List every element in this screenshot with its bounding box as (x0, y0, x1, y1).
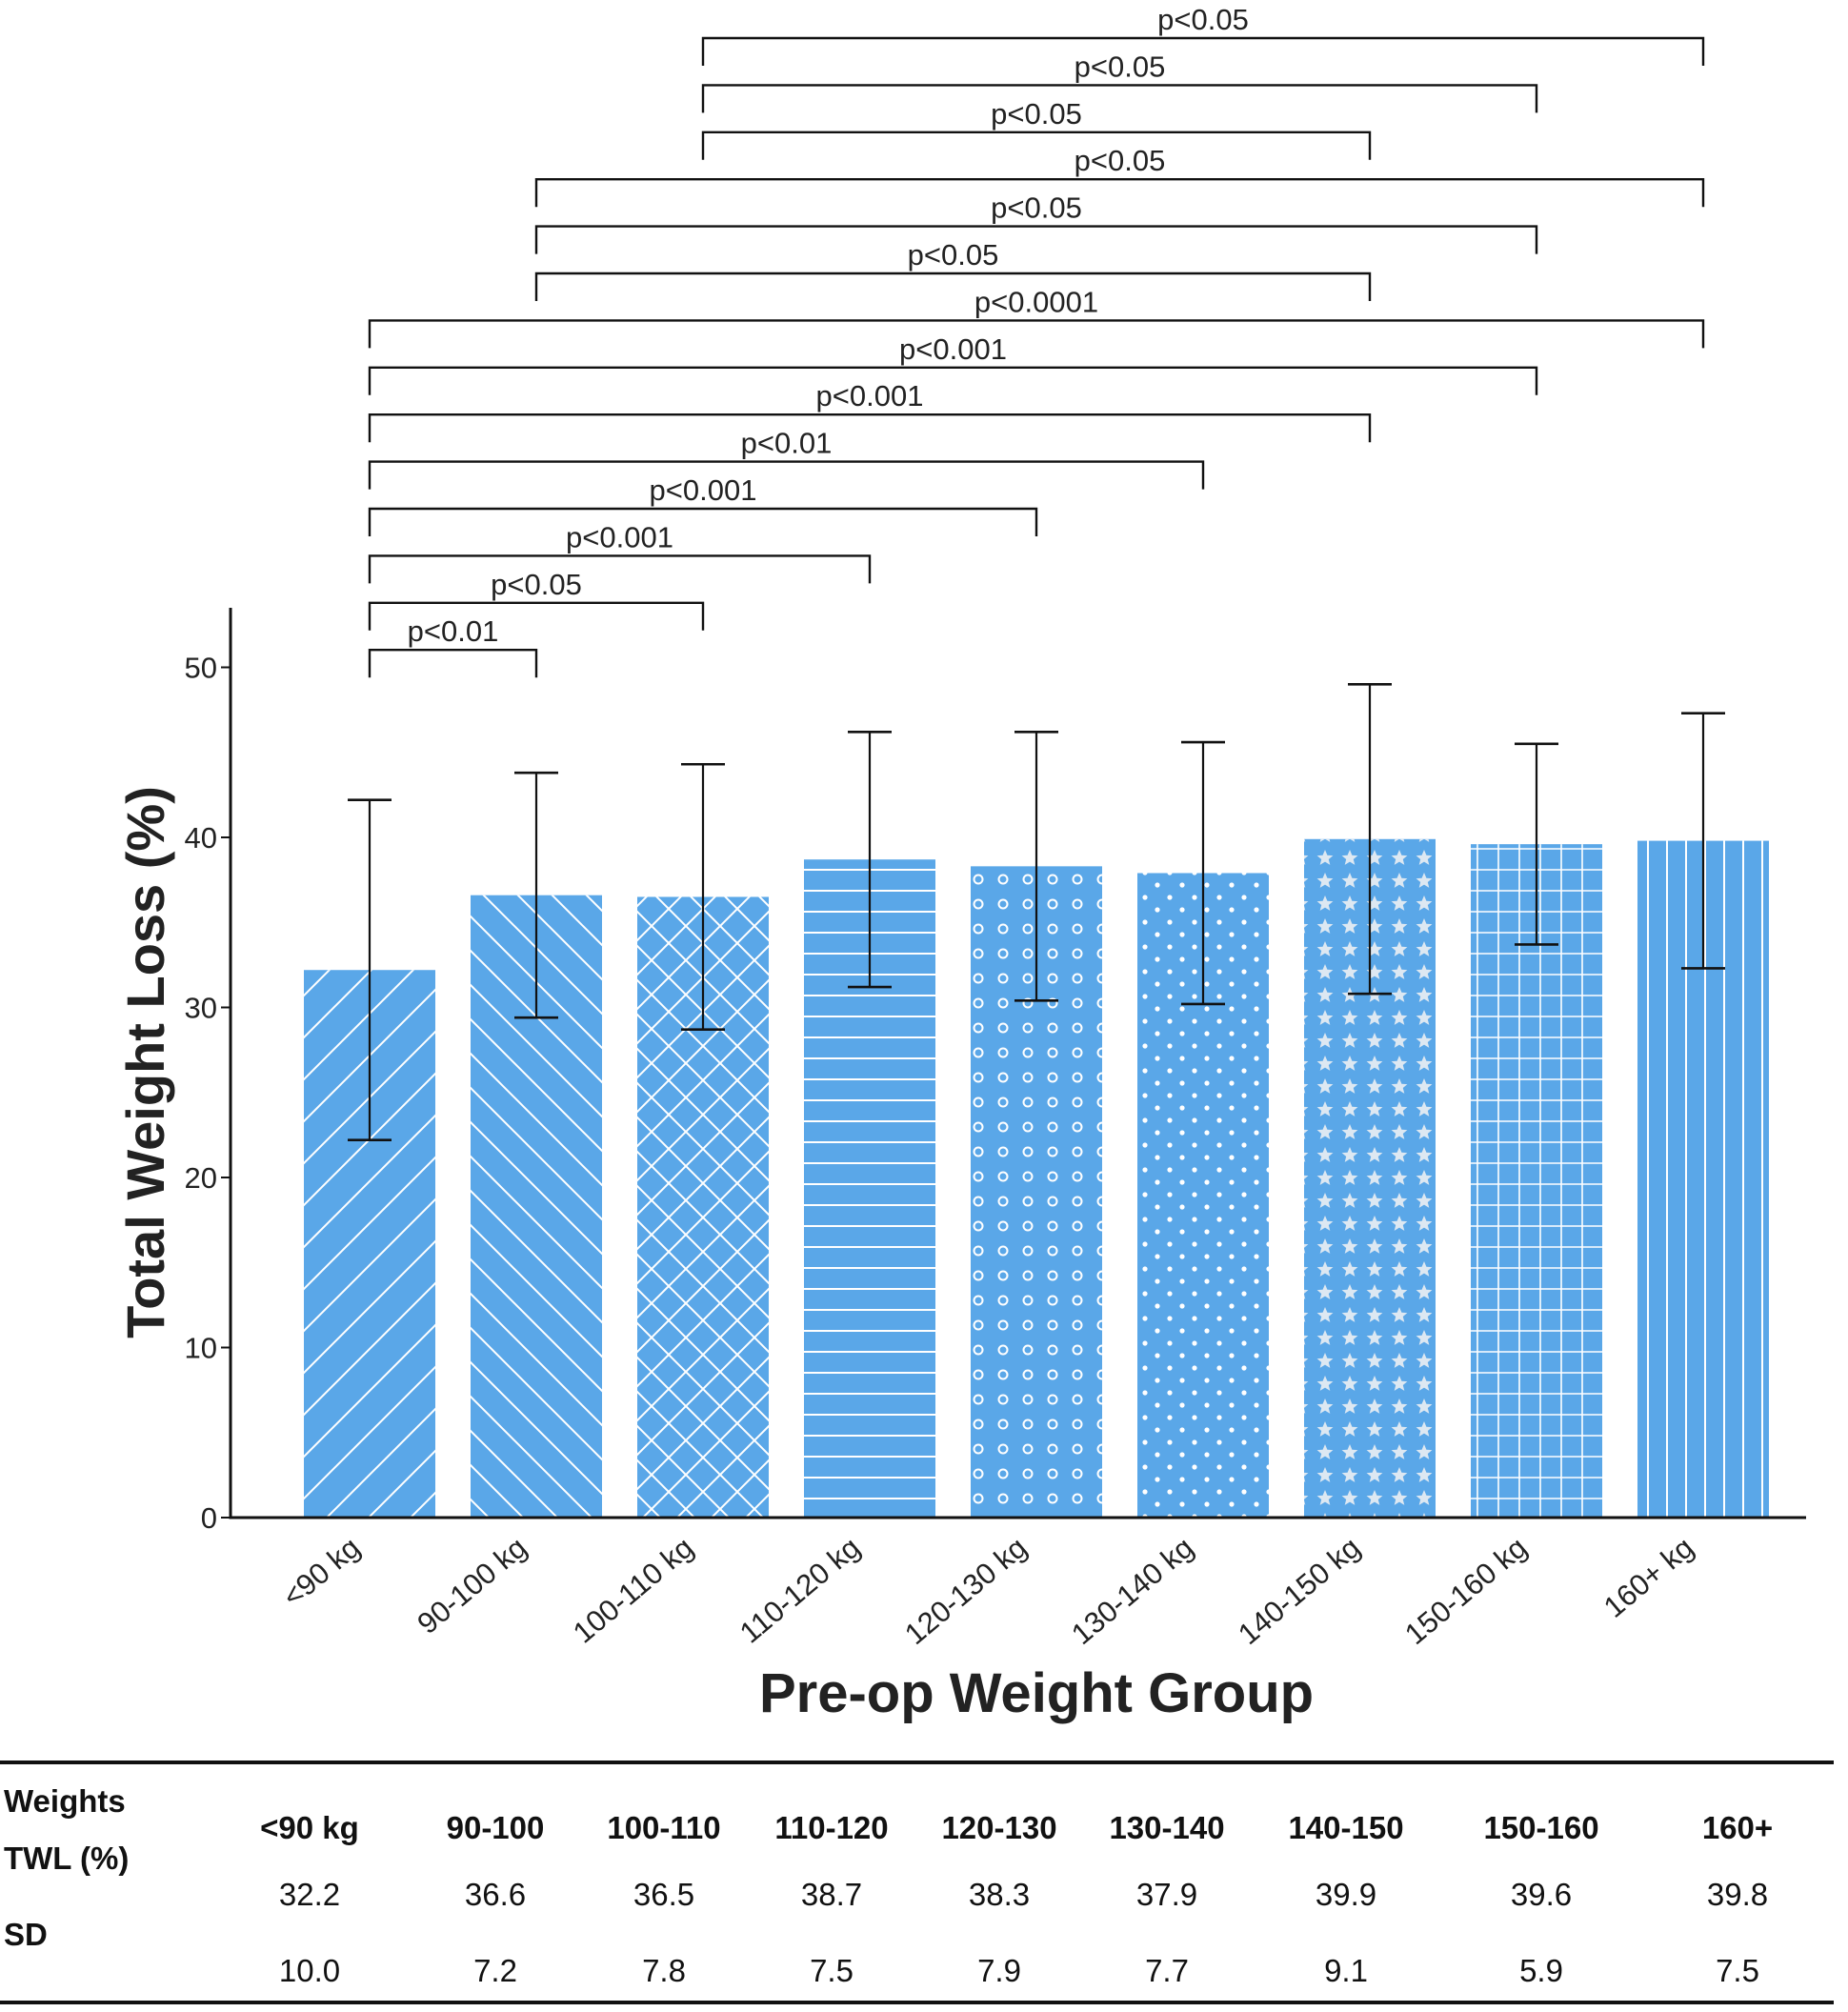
y-axis-title: Total Weight Loss (%) (115, 786, 175, 1338)
table-headers: 120-130 (941, 1810, 1057, 1845)
table-headers: 150-160 (1483, 1810, 1599, 1845)
table-sd: 7.5 (810, 1953, 854, 1988)
significance-bracket (534, 177, 1705, 208)
bar-chart: p<0.05 p<0.05 p<0.05 p<0.05 p<0.05 p<0.05 p<0.… (115, 3, 1806, 1724)
table-twl: 38.3 (968, 1877, 1031, 1912)
table-headers: 130-140 (1109, 1810, 1225, 1845)
significance-bracket (368, 507, 1038, 536)
table-sd: 7.2 (473, 1953, 517, 1988)
significance-bracket (368, 649, 538, 678)
x-tick-label: 90-100 kg (411, 1531, 532, 1640)
error-bars (348, 683, 1725, 1142)
table-bottom-rule (0, 2001, 1834, 2004)
table-twl: 39.8 (1706, 1877, 1769, 1912)
significance-label: p<0.05 (1075, 50, 1166, 83)
significance-label: p<0.05 (991, 191, 1082, 225)
chart-svg: p<0.05 p<0.05 p<0.05 p<0.05 p<0.05 p<0.05 p<0.… (115, 3, 1806, 1724)
significance-label: p<0.05 (1157, 3, 1249, 36)
table-sd: 5.9 (1519, 1953, 1563, 1988)
x-tick-label: 140-150 kg (1232, 1531, 1366, 1652)
table-sd: 9.1 (1324, 1953, 1368, 1988)
y-tick-label: 0 (201, 1501, 217, 1535)
row-label-sd: SD (4, 1917, 48, 1952)
significance-label: p<0.01 (741, 427, 833, 460)
significance-label: p<0.001 (566, 520, 673, 553)
significance-bracket (368, 319, 1705, 349)
table-twl: 36.5 (633, 1877, 695, 1912)
table-headers: 160+ (1701, 1810, 1774, 1845)
significance-brackets: p<0.05 p<0.05 p<0.05 p<0.05 p<0.05 p<0.05 p<0.… (368, 3, 1705, 678)
table-twl: 32.2 (278, 1877, 341, 1912)
table-twl: 37.9 (1135, 1877, 1198, 1912)
table-sd: 10.0 (278, 1953, 341, 1988)
significance-bracket (368, 554, 872, 584)
table-twl: 36.6 (464, 1877, 527, 1912)
table-twl: 38.7 (800, 1877, 863, 1912)
x-tick-label: 160+ kg (1597, 1531, 1700, 1624)
x-tick-label: 120-130 kg (898, 1531, 1033, 1652)
table-headers: 90-100 (446, 1810, 545, 1845)
significance-bracket (534, 225, 1538, 254)
significance-label: p<0.001 (650, 473, 757, 507)
significance-label: p<0.05 (991, 97, 1082, 131)
table-headers: 100-110 (607, 1810, 721, 1845)
y-tick-label: 10 (185, 1332, 217, 1365)
x-tick-label: 130-140 kg (1065, 1531, 1199, 1652)
significance-bracket (701, 36, 1705, 66)
significance-bracket (701, 131, 1372, 160)
significance-label: p<0.001 (816, 379, 924, 412)
table-twl: 39.9 (1315, 1877, 1377, 1912)
x-tick-label: 110-120 kg (733, 1531, 867, 1650)
y-tick-label: 30 (185, 992, 217, 1025)
y-tick-label: 20 (185, 1161, 217, 1195)
x-axis-title: Pre-op Weight Group (759, 1662, 1314, 1724)
significance-bracket (368, 460, 1205, 490)
table-sd: 7.7 (1145, 1953, 1189, 1988)
significance-label: p<0.01 (408, 614, 499, 648)
table-sd: 7.5 (1716, 1953, 1759, 1988)
table-top-rule (0, 1760, 1834, 1764)
table-headers: <90 kg (260, 1810, 359, 1845)
significance-bracket (701, 84, 1538, 113)
bar-pattern (1471, 844, 1602, 1518)
significance-label: p<0.05 (491, 568, 582, 601)
axes (221, 608, 1806, 1519)
significance-bracket (368, 413, 1372, 443)
x-tick-label: 100-110 kg (567, 1531, 700, 1650)
significance-label: p<0.05 (1075, 144, 1166, 177)
x-tick-label: 150-160 kg (1398, 1531, 1533, 1652)
significance-bracket (534, 272, 1372, 301)
significance-bracket (368, 366, 1538, 395)
significance-label: p<0.001 (899, 332, 1007, 366)
row-label-weights: Weights (4, 1783, 126, 1819)
significance-label: p<0.05 (908, 238, 999, 272)
x-tick-label: <90 kg (276, 1531, 366, 1614)
table-twl: 39.6 (1510, 1877, 1573, 1912)
significance-bracket (368, 601, 705, 631)
row-label-twl: TWL (%) (4, 1841, 130, 1876)
y-tick-label: 40 (185, 821, 217, 855)
table-headers: 110-120 (774, 1810, 889, 1845)
y-tick-label: 50 (185, 652, 217, 685)
table-sd: 7.9 (977, 1953, 1021, 1988)
significance-label: p<0.0001 (974, 285, 1098, 318)
table-headers: 140-150 (1288, 1810, 1404, 1845)
table-sd: 7.8 (642, 1953, 686, 1988)
